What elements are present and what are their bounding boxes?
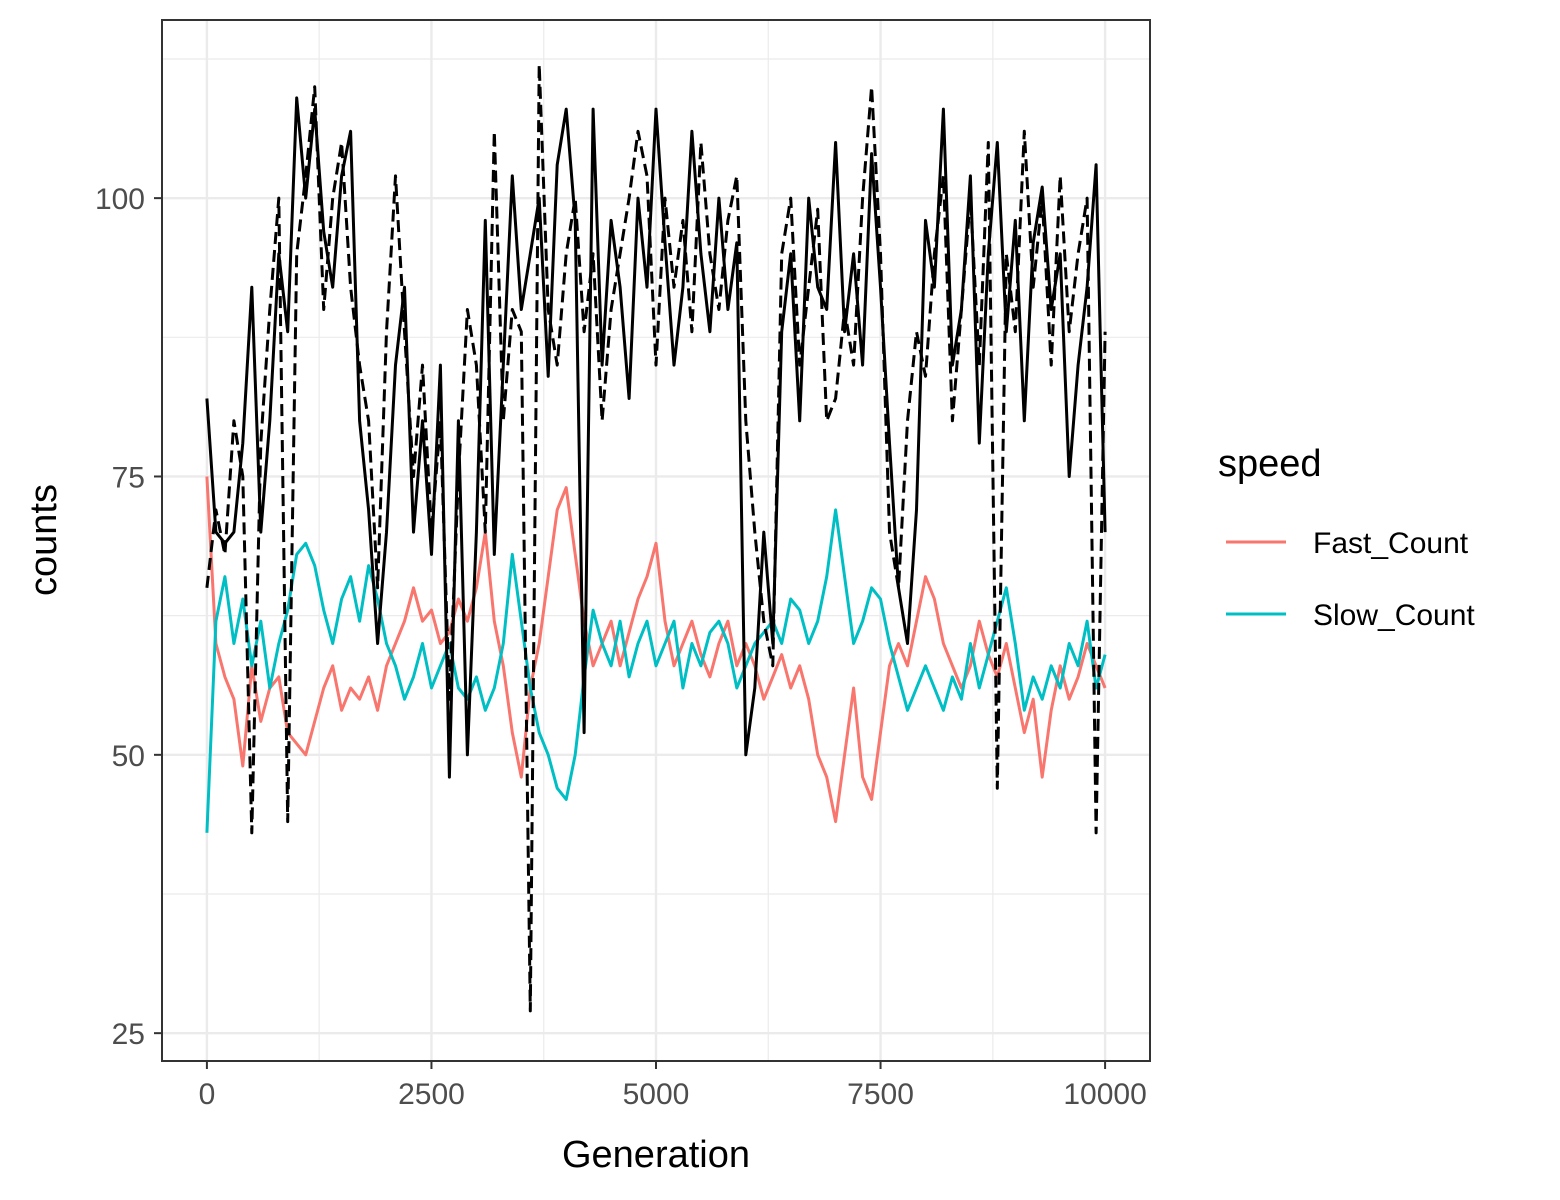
- x-axis-title: Generation: [562, 1134, 750, 1176]
- y-tick-label: 75: [112, 461, 145, 494]
- legend: speed Fast_Count Slow_Count: [1218, 443, 1475, 632]
- y-axis-title: counts: [23, 484, 65, 596]
- legend-label-fast-count: Fast_Count: [1313, 527, 1469, 560]
- x-tick-label: 0: [199, 1078, 216, 1111]
- x-tick-label: 7500: [847, 1078, 914, 1111]
- series-line-fast-count: [205, 476, 1107, 824]
- y-tick-label: 50: [112, 740, 145, 773]
- x-tick-label: 10000: [1063, 1078, 1146, 1111]
- y-tick-label: 100: [95, 183, 145, 216]
- y-tick-label: 25: [112, 1018, 145, 1051]
- series-layer: [205, 63, 1107, 1013]
- y-tick-labels: 25 50 75 100: [95, 183, 145, 1051]
- series-line-black-dashed-3: [205, 63, 1107, 1013]
- legend-label-slow-count: Slow_Count: [1313, 599, 1475, 632]
- x-tick-label: 2500: [398, 1078, 465, 1111]
- series-line-slow-count: [205, 508, 1107, 833]
- axis-ticks: [154, 197, 1107, 1069]
- x-tick-labels: 0 2500 5000 7500 10000: [199, 1078, 1147, 1111]
- x-tick-label: 5000: [623, 1078, 690, 1111]
- series-line-black-solid-2: [205, 96, 1107, 779]
- legend-title: speed: [1218, 443, 1322, 485]
